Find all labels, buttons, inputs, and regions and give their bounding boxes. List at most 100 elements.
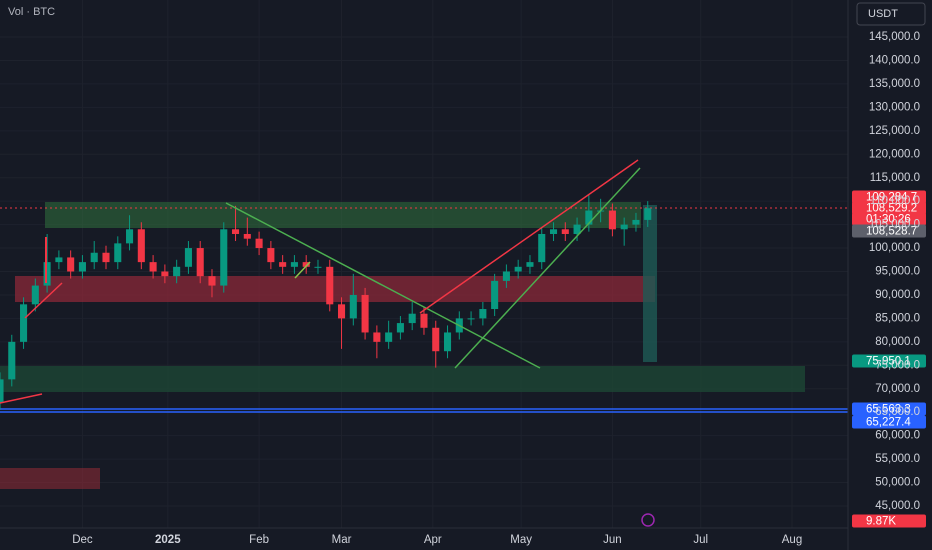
price-tag [852, 224, 926, 238]
candle-body [561, 229, 569, 234]
candle-body [349, 294, 357, 319]
candle-body [608, 210, 616, 230]
candle-body [126, 229, 134, 244]
candle-body [114, 243, 122, 263]
zone-green [0, 366, 805, 392]
y-tick-label: 130,000.0 [869, 101, 920, 113]
candle-body [538, 233, 546, 263]
x-tick-label: Apr [424, 534, 442, 546]
y-tick-label: 140,000.0 [869, 55, 920, 67]
price-tag [852, 402, 926, 416]
candle-body [31, 285, 39, 305]
candle-body [279, 262, 287, 267]
x-tick-label: 2025 [155, 534, 181, 546]
trend-line [419, 159, 639, 314]
zone-green [45, 202, 641, 228]
trend-line [454, 167, 641, 369]
candle-body [644, 208, 652, 220]
currency-label[interactable]: USDT [868, 8, 898, 20]
y-tick-label: 95,000.0 [875, 266, 920, 278]
candle-body [137, 229, 145, 263]
y-tick-label: 50,000.0 [875, 477, 920, 489]
candle-body [255, 238, 263, 249]
price-tag-label: 108,528.7 [866, 226, 917, 238]
zone-red [0, 468, 100, 489]
x-tick-label: Dec [72, 534, 93, 546]
candle-body [8, 341, 16, 380]
x-tick-label: May [510, 534, 532, 546]
y-tick-label: 115,000.0 [870, 172, 920, 184]
candle-body [78, 262, 86, 272]
trend-line [225, 202, 541, 369]
price-tag [852, 415, 926, 429]
candle-body [149, 262, 157, 272]
candle-body [420, 313, 428, 328]
y-tick-label: 65,000.0 [875, 406, 920, 418]
y-tick-label: 70,000.0 [875, 383, 920, 395]
y-tick-label: 145,000.0 [869, 31, 920, 43]
candle-body [232, 229, 240, 234]
y-tick-label: 75,000.0 [875, 359, 920, 371]
trend-line [24, 282, 63, 319]
price-tag-label: 109,284.7 [866, 192, 917, 204]
y-tick-label: 90,000.0 [875, 289, 920, 301]
price-tag-label: 65,227.4 [866, 417, 911, 429]
candle-body [632, 219, 640, 225]
y-tick-label: 105,000.0 [869, 219, 920, 231]
y-tick-label: 60,000.0 [875, 430, 920, 442]
candle-body [55, 257, 63, 263]
candle-body [338, 304, 346, 319]
candle-body [43, 262, 51, 286]
price-tag-label: 108,529.2 [866, 203, 917, 215]
candle-body [467, 318, 475, 320]
candle-body [373, 332, 381, 342]
candle-body [491, 280, 499, 310]
candle-body [361, 294, 369, 333]
event-icon[interactable] [641, 513, 655, 527]
candle-body [184, 248, 192, 267]
price-tag [852, 212, 926, 226]
y-tick-label: 135,000.0 [869, 78, 920, 90]
price-tag-label: 65,563.3 [866, 404, 911, 416]
currency-button[interactable] [856, 2, 926, 26]
candle-body [385, 332, 393, 342]
candle-body [620, 224, 628, 230]
header-title: Vol · BTC [8, 6, 55, 18]
candle-body [502, 271, 510, 281]
candle-body [20, 304, 28, 342]
candle-body [526, 262, 534, 267]
y-tick-label: 45,000.0 [875, 500, 920, 512]
candle-body [67, 257, 75, 272]
price-tag-label: 9.87K [866, 516, 896, 528]
candle-body [585, 210, 593, 225]
candle-body [443, 332, 452, 352]
candle-body [220, 229, 228, 286]
x-tick-label: Mar [332, 534, 352, 546]
x-tick-label: Feb [249, 534, 269, 546]
x-tick-label: Jun [603, 534, 622, 546]
candle-body [290, 262, 298, 267]
candle-body [0, 379, 4, 403]
y-tick-label: 85,000.0 [875, 312, 920, 324]
y-tick-label: 120,000.0 [869, 148, 920, 160]
candle-body [396, 323, 404, 333]
y-tick-label: 110,000.0 [870, 195, 920, 207]
candle-body [267, 248, 275, 263]
zone-red [15, 276, 655, 302]
y-tick-label: 100,000.0 [869, 242, 920, 254]
x-tick-label: Jul [693, 534, 708, 546]
candle-body [102, 252, 110, 263]
candle-body [161, 271, 169, 277]
y-tick-label: 125,000.0 [869, 125, 920, 137]
candle-body [302, 262, 310, 267]
candle-body [208, 276, 216, 286]
candle-body [514, 266, 522, 272]
y-tick-label: 80,000.0 [875, 336, 920, 348]
price-tag [852, 201, 926, 215]
price-tag-label: 75,950.1 [866, 356, 911, 368]
candle-body [432, 327, 440, 352]
trend-line [294, 261, 311, 279]
candles [0, 194, 652, 410]
